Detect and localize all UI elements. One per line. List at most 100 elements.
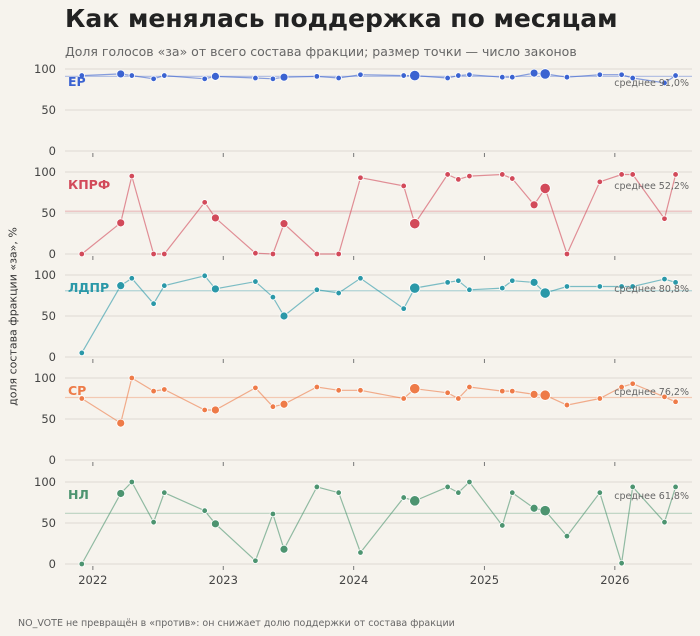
footnote: NO_VOTE не превращён в «против»: он сниж… <box>18 618 455 629</box>
y-tick-label: 0 <box>49 350 56 364</box>
data-point <box>201 272 208 280</box>
data-point <box>455 395 462 402</box>
data-point <box>335 250 342 258</box>
data-point <box>539 389 551 401</box>
data-point <box>116 69 126 79</box>
data-point <box>596 71 604 78</box>
data-point <box>563 532 571 540</box>
x-tick-label: 2024 <box>339 573 368 587</box>
data-point <box>150 250 157 258</box>
x-tick-label: 2026 <box>600 573 629 587</box>
data-point <box>466 71 473 78</box>
x-tick-label: 2025 <box>470 573 499 587</box>
data-point <box>161 386 168 393</box>
data-point <box>357 387 364 394</box>
data-point <box>661 275 668 283</box>
y-tick-label: 0 <box>49 453 56 467</box>
data-point <box>455 176 462 183</box>
series-line <box>81 480 677 565</box>
data-point <box>509 277 516 284</box>
data-point <box>509 73 516 81</box>
y-tick-label: 50 <box>41 412 56 426</box>
data-point <box>161 282 168 289</box>
data-point <box>499 522 506 529</box>
data-point <box>78 72 85 79</box>
data-point <box>161 250 168 258</box>
series-line <box>81 275 676 354</box>
data-point <box>618 559 625 567</box>
data-point <box>279 72 289 82</box>
data-point <box>128 72 136 79</box>
panel-1: 0 50 100 ЕР среднее 91,0% <box>34 62 692 158</box>
data-point <box>661 518 668 526</box>
data-point <box>313 483 321 491</box>
data-point <box>313 250 321 258</box>
data-point <box>529 200 539 210</box>
y-tick-label: 50 <box>41 309 56 323</box>
data-point <box>335 387 342 394</box>
data-point <box>596 395 604 402</box>
data-point <box>596 283 604 290</box>
mean-label: среднее 80,8% <box>614 284 689 295</box>
chart-title: Как менялась поддержка по месяцам <box>65 4 618 33</box>
data-point <box>313 383 321 391</box>
data-point <box>672 171 679 178</box>
data-point <box>128 374 136 382</box>
y-tick-label: 100 <box>34 475 56 489</box>
data-point <box>444 171 451 178</box>
data-point <box>444 483 451 491</box>
chart-subtitle: Доля голосов «за» от всего состава фракц… <box>65 44 577 59</box>
data-point <box>499 73 506 81</box>
data-point <box>161 489 168 496</box>
data-point <box>211 213 220 223</box>
data-point <box>269 403 277 410</box>
panel-3: 0 50 100 ЛДПР среднее 80,8% <box>34 268 692 364</box>
y-tick-label: 0 <box>49 247 56 261</box>
data-point <box>629 171 636 178</box>
data-point <box>78 395 85 402</box>
data-point <box>529 277 539 287</box>
data-point <box>161 72 168 79</box>
data-point <box>150 75 157 83</box>
series-line <box>81 72 676 84</box>
data-point <box>409 383 421 395</box>
data-point <box>252 74 259 82</box>
data-point <box>211 284 220 294</box>
data-point <box>269 293 277 301</box>
data-point <box>563 283 571 290</box>
data-point <box>499 171 506 178</box>
data-point <box>539 182 551 194</box>
series-line <box>81 377 676 425</box>
data-point <box>150 300 157 307</box>
data-point <box>661 79 668 87</box>
data-point <box>529 503 539 513</box>
data-point <box>409 69 421 82</box>
data-point <box>279 544 289 554</box>
data-point <box>211 71 220 81</box>
data-point <box>201 507 208 514</box>
panel-4: 0 50 100 СР среднее 76,2% <box>34 371 692 467</box>
data-point <box>116 281 126 291</box>
data-point <box>409 218 421 230</box>
data-point <box>269 510 277 518</box>
data-point <box>78 560 85 568</box>
data-point <box>672 398 679 405</box>
data-point <box>211 519 220 529</box>
panel-5: 0 50 100 НЛ среднее 61,8% <box>34 475 692 571</box>
data-point <box>596 178 604 186</box>
data-point <box>509 387 516 395</box>
data-point <box>279 311 289 321</box>
data-point <box>78 349 85 357</box>
y-tick-label: 50 <box>41 206 56 220</box>
data-point <box>201 199 208 206</box>
data-point <box>116 489 126 498</box>
data-point <box>455 489 462 496</box>
data-point <box>269 75 277 83</box>
data-point <box>661 393 668 401</box>
data-point <box>629 380 636 387</box>
data-point <box>150 518 157 526</box>
data-point <box>529 68 539 78</box>
party-label: ЕР <box>68 74 86 89</box>
party-label: КПРФ <box>68 177 110 192</box>
